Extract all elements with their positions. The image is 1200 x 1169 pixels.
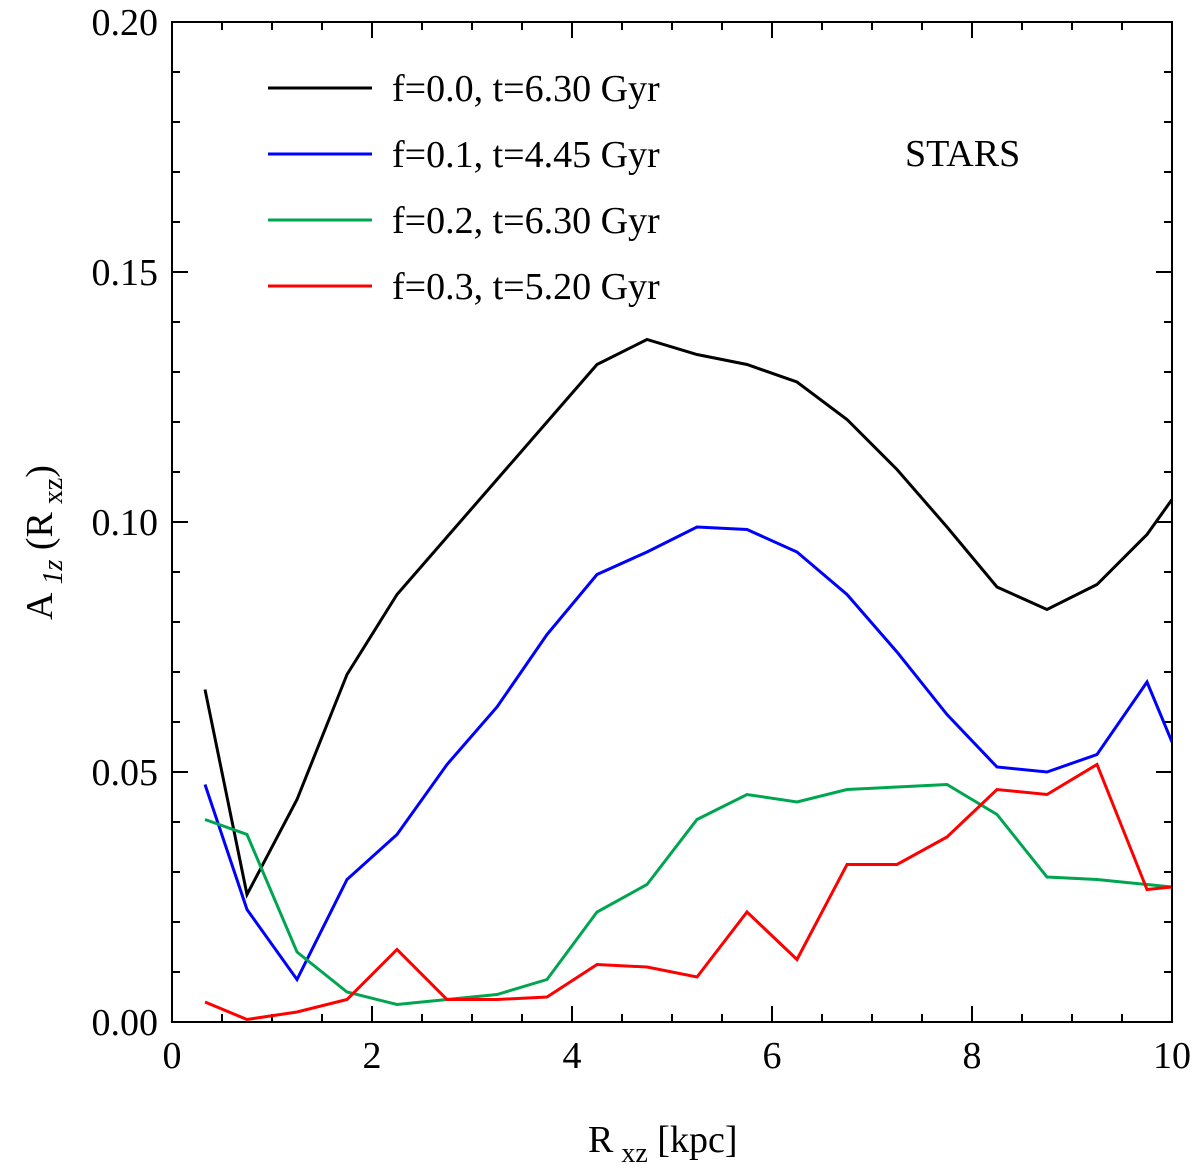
y-tick-label: 0.05 (92, 752, 159, 794)
plot-frame (171, 21, 1173, 1023)
x-tick-label: 0 (163, 1035, 182, 1077)
stars-annotation: STARS (905, 133, 1020, 175)
y-tick-label: 0.00 (92, 1002, 159, 1044)
x-tick-label: 8 (963, 1035, 982, 1077)
plot-lines (203, 337, 1172, 1022)
legend-label-0: f=0.0, t=6.30 Gyr (392, 68, 660, 110)
series-line-3 (204, 762, 1172, 1022)
y-axis-title: A1z (Rxz) (19, 465, 69, 620)
series-line-2 (204, 782, 1172, 1007)
x-tick-label: 10 (1153, 1035, 1191, 1077)
tick-labels: 0 2 4 6 8 10 0.00 0.05 0.10 0.15 0.20 (92, 2, 1192, 1077)
axis-ticks (171, 21, 1173, 1023)
y-tick-label: 0.20 (92, 2, 159, 44)
x-tick-label: 6 (763, 1035, 782, 1077)
y-tick-label: 0.15 (92, 252, 159, 294)
y-tick-label: 0.10 (92, 502, 159, 544)
x-tick-label: 2 (363, 1035, 382, 1077)
legend: f=0.0, t=6.30 Gyr f=0.1, t=4.45 Gyr f=0.2,… (268, 68, 660, 308)
legend-label-3: f=0.3, t=5.20 Gyr (392, 266, 660, 308)
x-tick-label: 4 (563, 1035, 582, 1077)
legend-label-2: f=0.2, t=6.30 Gyr (392, 200, 660, 242)
series-line-1 (203, 525, 1172, 983)
legend-label-1: f=0.1, t=4.45 Gyr (392, 134, 660, 176)
series-line-0 (203, 337, 1172, 899)
